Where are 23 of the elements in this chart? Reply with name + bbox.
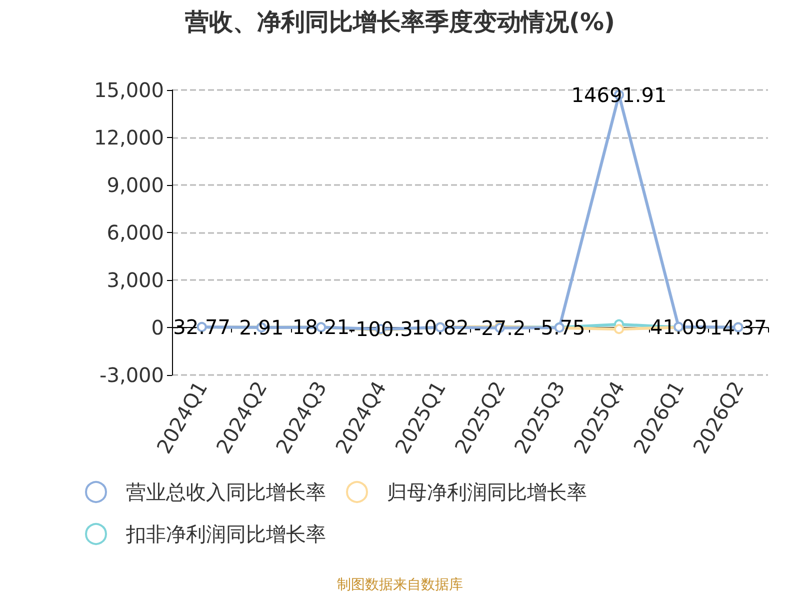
data-label: 32.77 (173, 314, 230, 339)
data-label: 10.82 (412, 315, 469, 340)
data-label: 14.37 (710, 315, 767, 340)
text: 制图数据来自数据库 (337, 577, 463, 593)
data-label: 14691.91 (571, 82, 667, 107)
legend-label: 归母净利润同比增长率 (387, 480, 587, 504)
data-label: 2.91 (239, 315, 284, 340)
y-tick-label: 6,000 (106, 220, 164, 244)
data-label: 41.09 (650, 314, 708, 339)
y-tick-label: 9,000 (106, 173, 164, 197)
chart-title: 营收、净利同比增长率季度变动情况(%) (184, 8, 615, 36)
data-label: -5.75 (534, 316, 586, 340)
point (614, 324, 624, 334)
y-tick-label: 3,000 (106, 268, 164, 292)
data-label: -27.2 (474, 316, 526, 340)
y-tick-label: 15,000 (94, 78, 164, 102)
legend-label: 扣非净利润同比增长率 (125, 522, 326, 546)
data-label: 18.21 (292, 315, 350, 340)
y-tick-label: -3,000 (100, 363, 164, 387)
legend-label: 营业总收入同比增长率 (126, 480, 326, 504)
y-tick-label: 0 (151, 316, 164, 340)
y-tick-label: 12,000 (94, 126, 164, 150)
data-label: -100.3 (348, 317, 413, 342)
